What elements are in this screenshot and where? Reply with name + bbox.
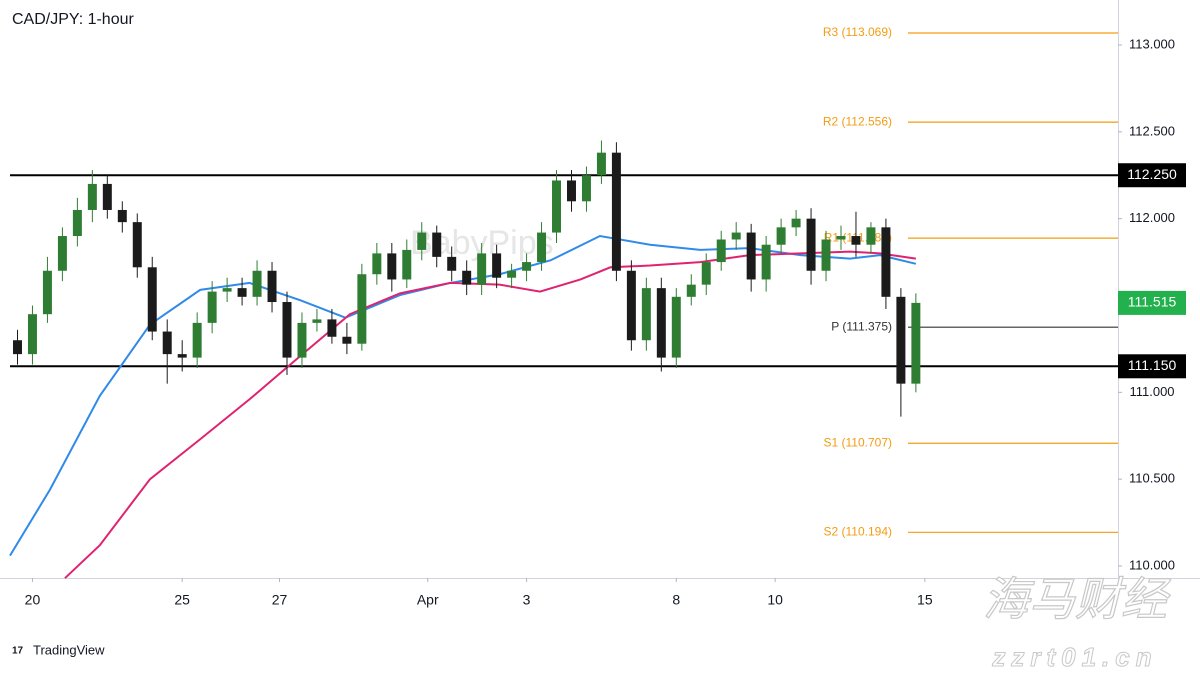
candle-body <box>581 175 591 202</box>
moving-average <box>64 250 917 579</box>
y-tick-label: 113.000 <box>1129 36 1175 51</box>
candle-body <box>686 284 696 297</box>
candle-body <box>297 322 307 358</box>
candle-body <box>731 232 741 240</box>
x-tick-label: Apr <box>417 592 439 608</box>
y-tick-label: 112.000 <box>1129 210 1175 225</box>
candle-body <box>282 302 292 358</box>
x-tick-label: 25 <box>174 592 190 608</box>
candle-body <box>42 270 52 315</box>
pivot-label: P (111.375) <box>831 319 892 333</box>
candle-body <box>87 183 97 210</box>
candle-body <box>806 218 816 271</box>
candle-body <box>761 244 771 280</box>
candle-body <box>701 262 711 285</box>
candle-body <box>611 152 621 271</box>
candle-body <box>222 288 232 292</box>
candle-body <box>177 354 187 358</box>
candle-body <box>57 236 67 271</box>
candle-body <box>552 180 562 233</box>
candle-body <box>776 227 786 245</box>
candle-body <box>626 270 636 341</box>
candle-body <box>72 209 82 237</box>
pivot-label: S1 (110.707) <box>824 435 893 449</box>
candle-body <box>12 340 22 355</box>
candle-body <box>372 253 382 275</box>
pivot-label: S2 (110.194) <box>824 524 893 538</box>
candle-body <box>836 236 846 240</box>
price-tag <box>1118 290 1186 315</box>
level-tag <box>1118 354 1186 379</box>
candle-body <box>402 249 412 280</box>
candle-body <box>866 227 876 245</box>
candle-body <box>252 270 262 297</box>
level-tag-label: 112.250 <box>1127 166 1177 182</box>
pivot-label: R3 (113.069) <box>823 25 892 39</box>
x-tick-label: 27 <box>272 592 288 608</box>
candle-body <box>537 232 547 263</box>
candle-body <box>327 319 337 337</box>
candle-body <box>342 336 352 344</box>
candle-body <box>507 270 517 278</box>
candle-body <box>267 270 277 303</box>
level-tag-label: 111.150 <box>1128 357 1177 373</box>
candle-body <box>462 270 472 285</box>
candle-body <box>566 180 576 202</box>
y-tick-label: 111.000 <box>1129 384 1174 399</box>
candle-body <box>656 288 666 358</box>
candle-body <box>162 331 172 355</box>
candle-body <box>746 232 756 280</box>
x-tick-label: 10 <box>767 592 783 608</box>
candle-body <box>447 256 457 271</box>
y-tick-label: 110.000 <box>1129 557 1175 572</box>
candle-body <box>881 227 891 297</box>
level-tag <box>1118 163 1186 188</box>
chart-title: CAD/JPY: 1-hour <box>12 11 135 28</box>
candle-body <box>312 319 322 323</box>
candle-body <box>432 232 442 257</box>
candle-body <box>911 302 921 384</box>
price-tag-label: 111.515 <box>1128 294 1177 310</box>
candle-body <box>851 236 861 245</box>
logo-text: TradingView <box>33 642 105 657</box>
candle-body <box>896 296 906 384</box>
x-tick-label: 3 <box>523 592 531 608</box>
candle-body <box>477 253 487 285</box>
candle-body <box>492 253 502 278</box>
overlay-url: zzrt01.cn <box>991 642 1157 672</box>
y-tick-label: 112.500 <box>1129 123 1175 138</box>
candle-body <box>522 262 532 271</box>
candle-body <box>27 314 37 355</box>
x-tick-label: 20 <box>25 592 41 608</box>
candle-body <box>596 152 606 176</box>
x-tick-label: 8 <box>672 592 680 608</box>
candle-body <box>192 322 202 358</box>
y-tick-label: 110.500 <box>1129 471 1175 486</box>
candle-body <box>102 183 112 210</box>
candle-body <box>791 218 801 228</box>
plot-area: R3 (113.069)R2 (112.556)R1 (111.888)P (1… <box>9 25 1118 579</box>
candle-body <box>147 267 157 332</box>
candle-body <box>237 288 247 297</box>
candle-body <box>132 222 142 268</box>
x-tick-label: 15 <box>917 592 933 608</box>
candle-body <box>207 291 217 323</box>
candle-body <box>821 239 831 271</box>
candle-body <box>387 253 397 280</box>
candle-body <box>716 239 726 263</box>
overlay-title: 海马财经 <box>983 573 1171 625</box>
candle-body <box>357 274 367 344</box>
logo-mark: 17 <box>12 646 24 657</box>
pivot-label: R2 (112.556) <box>823 114 892 128</box>
candle-body <box>417 232 427 250</box>
candle-body <box>641 288 651 341</box>
candle-body <box>671 296 681 358</box>
candle-body <box>117 209 127 223</box>
